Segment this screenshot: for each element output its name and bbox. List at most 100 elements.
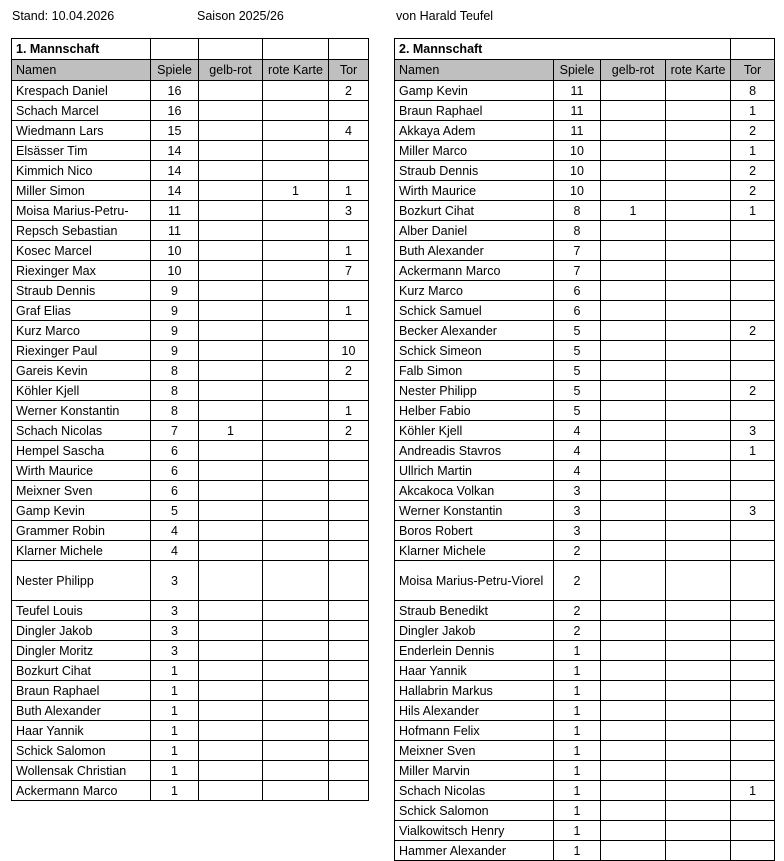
- cell-player-name: Riexinger Paul: [11, 340, 151, 361]
- cell-tor: 2: [730, 180, 776, 201]
- table-row[interactable]: Riexinger Paul 9 10: [11, 340, 369, 361]
- table-row[interactable]: Hofmann Felix 1: [394, 720, 776, 741]
- cell-rote-karte: [262, 400, 329, 421]
- table-row[interactable]: Werner Konstantin 3 3: [394, 500, 776, 521]
- table-row[interactable]: Hils Alexander 1: [394, 700, 776, 721]
- table-row[interactable]: Schach Nicolas 1 1: [394, 780, 776, 801]
- table-row[interactable]: Wollensak Christian 1: [11, 760, 369, 781]
- table-row[interactable]: Braun Raphael 1: [11, 680, 369, 701]
- cell-player-name: Straub Dennis: [394, 160, 554, 181]
- table-row[interactable]: Hammer Alexander 1: [394, 840, 776, 861]
- table-row[interactable]: Kimmich Nico 14: [11, 160, 369, 181]
- cell-gelb-rot: [198, 260, 263, 281]
- cell-player-name: Grammer Robin: [11, 520, 151, 541]
- table-row[interactable]: Akcakoca Volkan 3: [394, 480, 776, 501]
- cell-gelb-rot: [198, 360, 263, 381]
- table-row[interactable]: Falb Simon 5: [394, 360, 776, 381]
- table-row[interactable]: Gamp Kevin 11 8: [394, 80, 776, 101]
- cell-gelb-rot: [198, 280, 263, 301]
- cell-rote-karte: [262, 600, 329, 621]
- table-row[interactable]: Kurz Marco 9: [11, 320, 369, 341]
- table-row[interactable]: Dingler Moritz 3: [11, 640, 369, 661]
- table-row[interactable]: Buth Alexander 1: [11, 700, 369, 721]
- table-row[interactable]: Haar Yannik 1: [11, 720, 369, 741]
- table-row[interactable]: Wirth Maurice 10 2: [394, 180, 776, 201]
- cell-rote-karte: [262, 200, 329, 221]
- table-row[interactable]: Bozkurt Cihat 8 1 1: [394, 200, 776, 221]
- cell-player-name: Ackermann Marco: [11, 780, 151, 801]
- cell-rote-karte: [664, 620, 732, 641]
- table-row[interactable]: Meixner Sven 6: [11, 480, 369, 501]
- table-row[interactable]: Werner Konstantin 8 1: [11, 400, 369, 421]
- table-row[interactable]: Ullrich Martin 4: [394, 460, 776, 481]
- table-row[interactable]: Riexinger Max 10 7: [11, 260, 369, 281]
- table-row[interactable]: Braun Raphael 11 1: [394, 100, 776, 121]
- table-row[interactable]: Gareis Kevin 8 2: [11, 360, 369, 381]
- table-row[interactable]: Klarner Michele 2: [394, 540, 776, 561]
- table-row[interactable]: Straub Dennis 10 2: [394, 160, 776, 181]
- table-row[interactable]: Schick Samuel 6: [394, 300, 776, 321]
- cell-gelb-rot: [600, 360, 666, 381]
- table-row[interactable]: Dingler Jakob 3: [11, 620, 369, 641]
- table-row[interactable]: Vialkowitsch Henry 1: [394, 820, 776, 841]
- table-row[interactable]: Miller Marvin 1: [394, 760, 776, 781]
- cell-player-name: Schach Nicolas: [11, 420, 151, 441]
- cell-player-name: Ullrich Martin: [394, 460, 554, 481]
- table-row[interactable]: Köhler Kjell 4 3: [394, 420, 776, 441]
- table-row[interactable]: Andreadis Stavros 4 1: [394, 440, 776, 461]
- table-row[interactable]: Teufel Louis 3: [11, 600, 369, 621]
- table-row[interactable]: Repsch Sebastian 11: [11, 220, 369, 241]
- team-title: 2. Mannschaft: [393, 38, 732, 60]
- table-row[interactable]: Ackermann Marco 1: [11, 780, 369, 801]
- table-row[interactable]: Hallabrin Markus 1: [394, 680, 776, 701]
- table-row[interactable]: Alber Daniel 8: [394, 220, 776, 241]
- table-row[interactable]: Enderlein Dennis 1: [394, 640, 776, 661]
- table-row[interactable]: Boros Robert 3: [394, 520, 776, 541]
- table-row[interactable]: Dingler Jakob 2: [394, 620, 776, 641]
- table-row[interactable]: Schick Simeon 5: [394, 340, 776, 361]
- table-row[interactable]: Schick Salomon 1: [394, 800, 776, 821]
- table-row[interactable]: Straub Benedikt 2: [394, 600, 776, 621]
- table-row[interactable]: Klarner Michele 4: [11, 540, 369, 561]
- table-row[interactable]: Grammer Robin 4: [11, 520, 369, 541]
- table-row[interactable]: Buth Alexander 7: [394, 240, 776, 261]
- table-row[interactable]: Elsässer Tim 14: [11, 140, 369, 161]
- table-row[interactable]: Straub Dennis 9: [11, 280, 369, 301]
- table-row[interactable]: Graf Elias 9 1: [11, 300, 369, 321]
- cell-rote-karte: [262, 720, 329, 741]
- cell-tor: 1: [328, 240, 369, 261]
- table-row[interactable]: Ackermann Marco 7: [394, 260, 776, 281]
- table-row[interactable]: Miller Marco 10 1: [394, 140, 776, 161]
- table-row[interactable]: Nester Philipp 5 2: [394, 380, 776, 401]
- table-row[interactable]: Köhler Kjell 8: [11, 380, 369, 401]
- cell-spiele: 3: [553, 500, 601, 521]
- team-title-blank-cell: [262, 38, 329, 60]
- table-row[interactable]: Krespach Daniel 16 2: [11, 80, 369, 101]
- table-row[interactable]: Nester Philipp 3: [11, 560, 369, 601]
- cell-spiele: 10: [553, 180, 601, 201]
- table-row[interactable]: Wirth Maurice 6: [11, 460, 369, 481]
- table-row[interactable]: Kosec Marcel 10 1: [11, 240, 369, 261]
- table-row[interactable]: Kurz Marco 6: [394, 280, 776, 301]
- table-row[interactable]: Schick Salomon 1: [11, 740, 369, 761]
- table-row[interactable]: Becker Alexander 5 2: [394, 320, 776, 341]
- table-row[interactable]: Moisa Marius-Petru-Viorel 2: [394, 560, 776, 601]
- table-row[interactable]: Hempel Sascha 6: [11, 440, 369, 461]
- table-row[interactable]: Miller Simon 14 1 1: [11, 180, 369, 201]
- cell-rote-karte: [664, 180, 732, 201]
- table-row[interactable]: Meixner Sven 1: [394, 740, 776, 761]
- table-row[interactable]: Gamp Kevin 5: [11, 500, 369, 521]
- table-row[interactable]: Bozkurt Cihat 1: [11, 660, 369, 681]
- cell-rote-karte: [664, 320, 732, 341]
- table-row[interactable]: Schach Marcel 16: [11, 100, 369, 121]
- table-row[interactable]: Wiedmann Lars 15 4: [11, 120, 369, 141]
- cell-rote-karte: [262, 460, 329, 481]
- table-row[interactable]: Akkaya Adem 11 2: [394, 120, 776, 141]
- table-row[interactable]: Moisa Marius-Petru- 11 3: [11, 200, 369, 221]
- cell-gelb-rot: [198, 560, 263, 601]
- table-row[interactable]: Haar Yannik 1: [394, 660, 776, 681]
- table-row[interactable]: Helber Fabio 5: [394, 400, 776, 421]
- cell-rote-karte: [664, 780, 732, 801]
- cell-spiele: 11: [553, 100, 601, 121]
- table-row[interactable]: Schach Nicolas 7 1 2: [11, 420, 369, 441]
